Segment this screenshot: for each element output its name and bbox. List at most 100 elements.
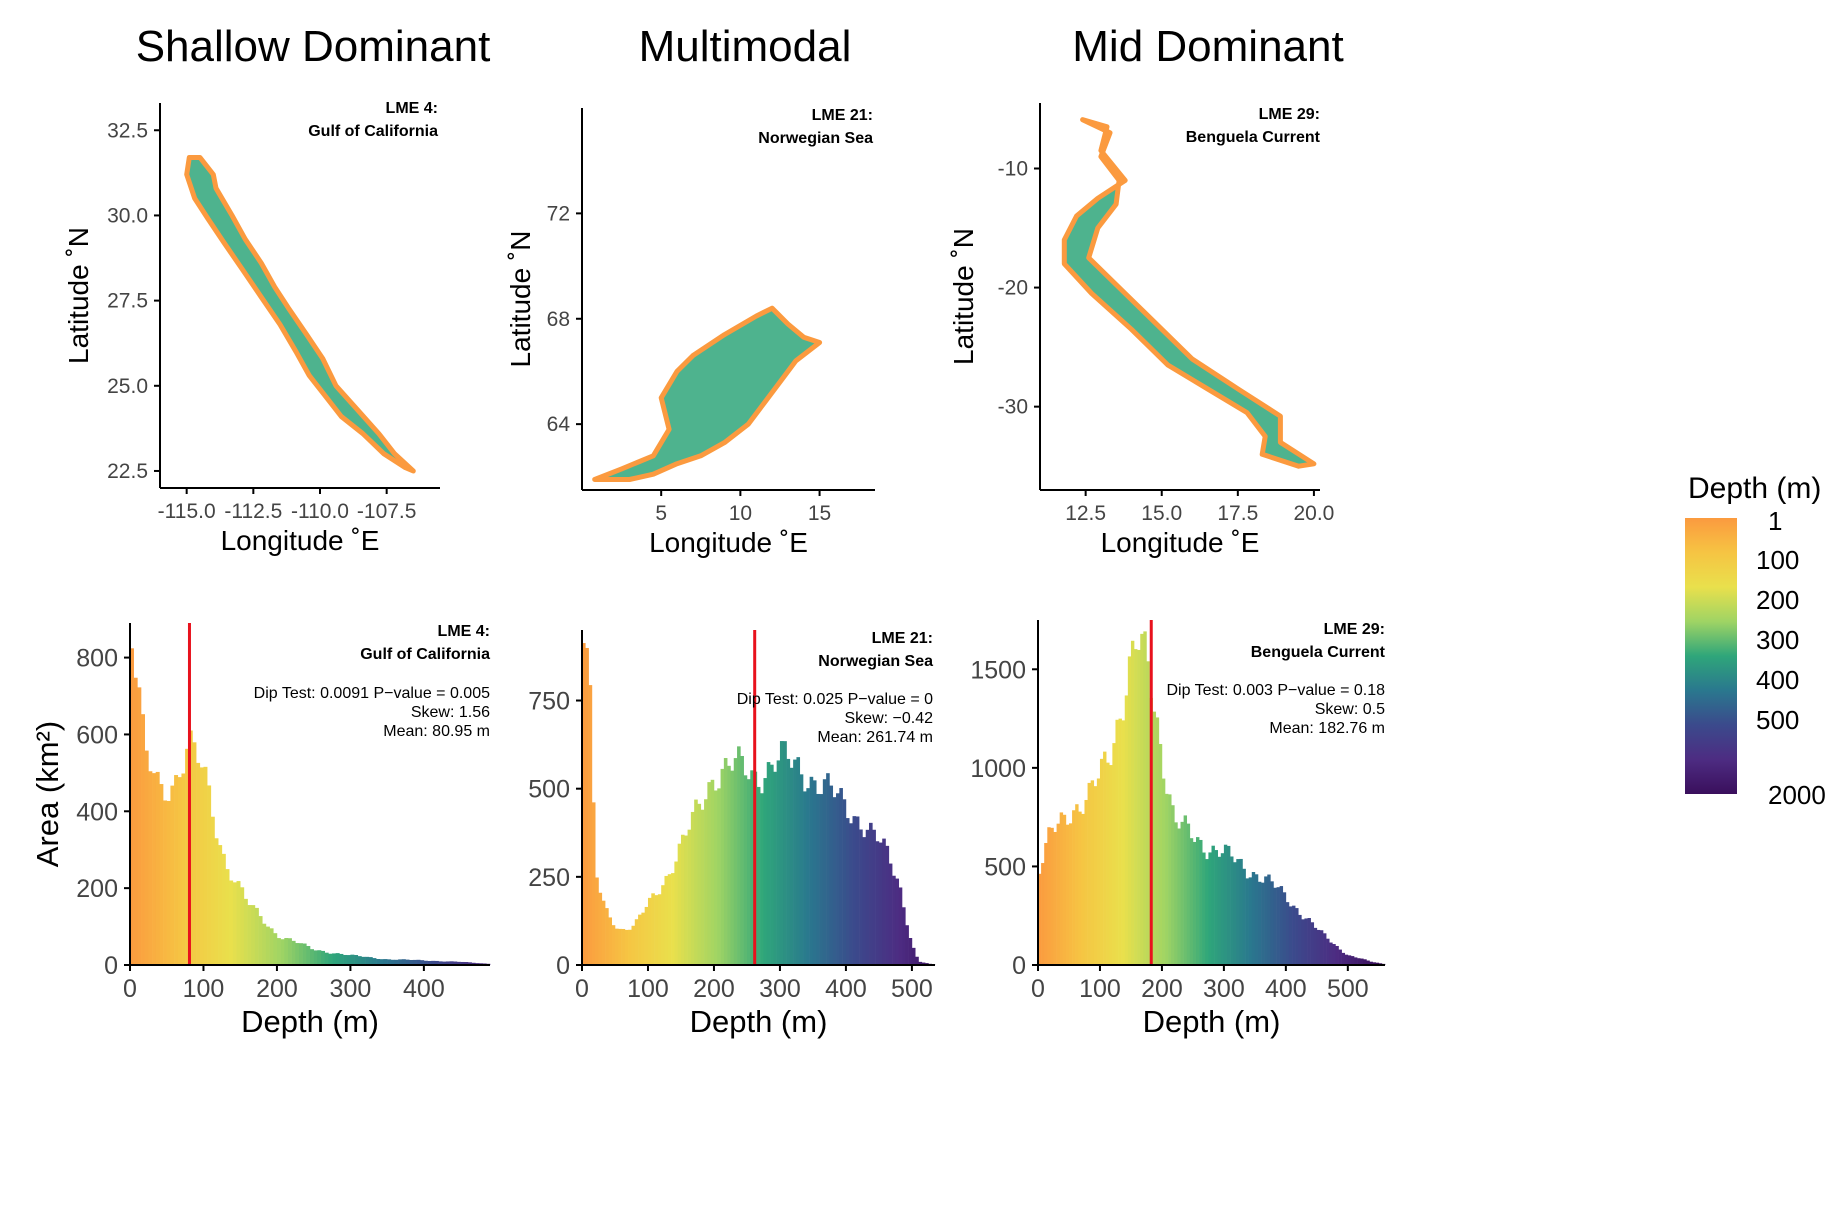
- histogram-bar: [269, 928, 274, 965]
- map-x-tick-label: 15: [808, 502, 831, 525]
- histogram-bar: [354, 955, 359, 965]
- histogram-bar: [1310, 922, 1315, 965]
- histogram-bar: [1242, 868, 1246, 965]
- histogram-bar: [1285, 902, 1290, 965]
- histogram-bar: [911, 947, 916, 965]
- histogram-bar: [1254, 874, 1259, 965]
- histogram-bar: [779, 741, 784, 965]
- histogram-bar: [651, 893, 655, 965]
- histogram-bar: [1199, 839, 1203, 965]
- histogram-bar: [240, 887, 245, 965]
- histogram-bar: [1248, 877, 1253, 965]
- histogram-bar: [1292, 905, 1296, 965]
- histogram-y-tick-label: 500: [984, 853, 1026, 881]
- histogram-bar: [199, 767, 204, 965]
- legend-label-400: 400: [1756, 665, 1799, 695]
- histogram-bar: [357, 956, 362, 965]
- histogram-bar: [674, 861, 678, 965]
- histogram-bar: [456, 961, 461, 965]
- histogram-bar: [137, 687, 142, 965]
- legend-title: Depth (m): [1688, 472, 1821, 505]
- histogram-x-tick-label: 100: [1079, 975, 1121, 1003]
- histogram-title-line: LME 4:: [438, 623, 490, 640]
- histogram-bar: [684, 835, 688, 965]
- histogram-bar: [434, 960, 439, 965]
- map-y-axis-label: Latitude ˚N: [63, 227, 94, 364]
- histogram-bar: [218, 845, 223, 965]
- histogram-bar: [177, 777, 182, 965]
- histogram-bar: [420, 960, 425, 965]
- histogram-stat-line: Dip Test: 0.0091 P−value = 0.005: [254, 685, 490, 702]
- histogram-x-tick-label: 200: [693, 975, 735, 1003]
- map-x-tick-label: 5: [655, 502, 667, 525]
- column-title-multimodal: Multimodal: [638, 22, 852, 71]
- histogram-bar: [601, 900, 606, 965]
- histogram-bar: [717, 788, 721, 965]
- histogram-bar: [1106, 762, 1110, 965]
- histogram-bar: [816, 793, 820, 965]
- histogram-bar: [918, 961, 923, 965]
- histogram-bar: [1084, 799, 1088, 965]
- histogram-bar: [898, 887, 903, 965]
- histogram-bar: [704, 799, 708, 965]
- histogram-bar: [1096, 778, 1101, 965]
- histogram-bar: [624, 929, 629, 965]
- histogram-bar: [582, 643, 586, 965]
- histogram-bar: [895, 878, 900, 965]
- histogram-y-tick-label: 250: [528, 864, 570, 892]
- map-title-line: LME 21:: [812, 107, 873, 124]
- histogram-bar: [409, 959, 414, 965]
- histogram-stat-line: Dip Test: 0.025 P−value = 0: [737, 691, 933, 708]
- histogram-bar: [130, 648, 134, 965]
- histogram-stat-line: Mean: 182.76 m: [1269, 720, 1385, 737]
- histogram-bar: [335, 953, 340, 965]
- histogram-bar: [1180, 821, 1184, 965]
- histogram-panel-1: 0 100 200 300 400 0 200 400 600 800 Depth (m) Area …: [30, 623, 491, 1039]
- map-title: LME 29: Benguela Current: [1186, 106, 1321, 146]
- map-title: LME 4: Gulf of California: [308, 100, 438, 140]
- histogram-bar: [306, 946, 311, 965]
- histogram-bar: [265, 926, 270, 965]
- histogram-bar: [832, 797, 837, 965]
- histogram-bar: [730, 770, 735, 965]
- histogram-bar: [332, 953, 337, 965]
- histogram-bar: [1053, 831, 1057, 965]
- histogram-bar: [713, 790, 718, 965]
- histogram-bar: [365, 956, 370, 965]
- histogram-bar: [280, 939, 285, 965]
- histogram-stat-line: Skew: −0.42: [845, 710, 934, 727]
- histogram-bar: [733, 758, 738, 965]
- histogram-bar: [225, 869, 230, 965]
- map-y-tick-label: 30.0: [107, 204, 148, 227]
- histogram-bar: [442, 961, 447, 965]
- histogram-bar: [611, 925, 616, 965]
- histogram-bar: [383, 959, 388, 965]
- histogram-bar: [796, 757, 801, 965]
- histogram-bar: [376, 959, 381, 965]
- histogram-bar: [1146, 661, 1150, 965]
- map-x-tick-label: 15.0: [1141, 502, 1182, 525]
- histogram-bar: [221, 853, 226, 965]
- histogram-stat-line: Mean: 261.74 m: [817, 729, 933, 746]
- map-region: [184, 155, 416, 474]
- histogram-bar: [247, 905, 252, 965]
- histogram-bar: [826, 773, 830, 965]
- histogram-bar: [859, 829, 863, 965]
- histogram-y-tick-label: 800: [76, 645, 118, 673]
- histogram-bar: [740, 755, 744, 965]
- histogram-x-tick-label: 300: [759, 975, 801, 1003]
- histogram-bar: [203, 766, 208, 965]
- map-y-tick-label: 32.5: [107, 119, 148, 142]
- map-x-tick-label: 10: [729, 502, 752, 525]
- column-title-mid-dominant: Mid Dominant: [1072, 22, 1344, 71]
- map-region: [592, 305, 823, 482]
- histogram-bar: [449, 961, 454, 965]
- map-title-line: Norwegian Sea: [758, 130, 873, 147]
- histogram-bar: [1208, 852, 1212, 965]
- histogram-bar: [664, 875, 669, 965]
- histogram-bar: [773, 771, 777, 965]
- histogram-bar: [1068, 823, 1073, 965]
- histogram-bar: [845, 818, 850, 965]
- histogram-bar: [872, 829, 876, 965]
